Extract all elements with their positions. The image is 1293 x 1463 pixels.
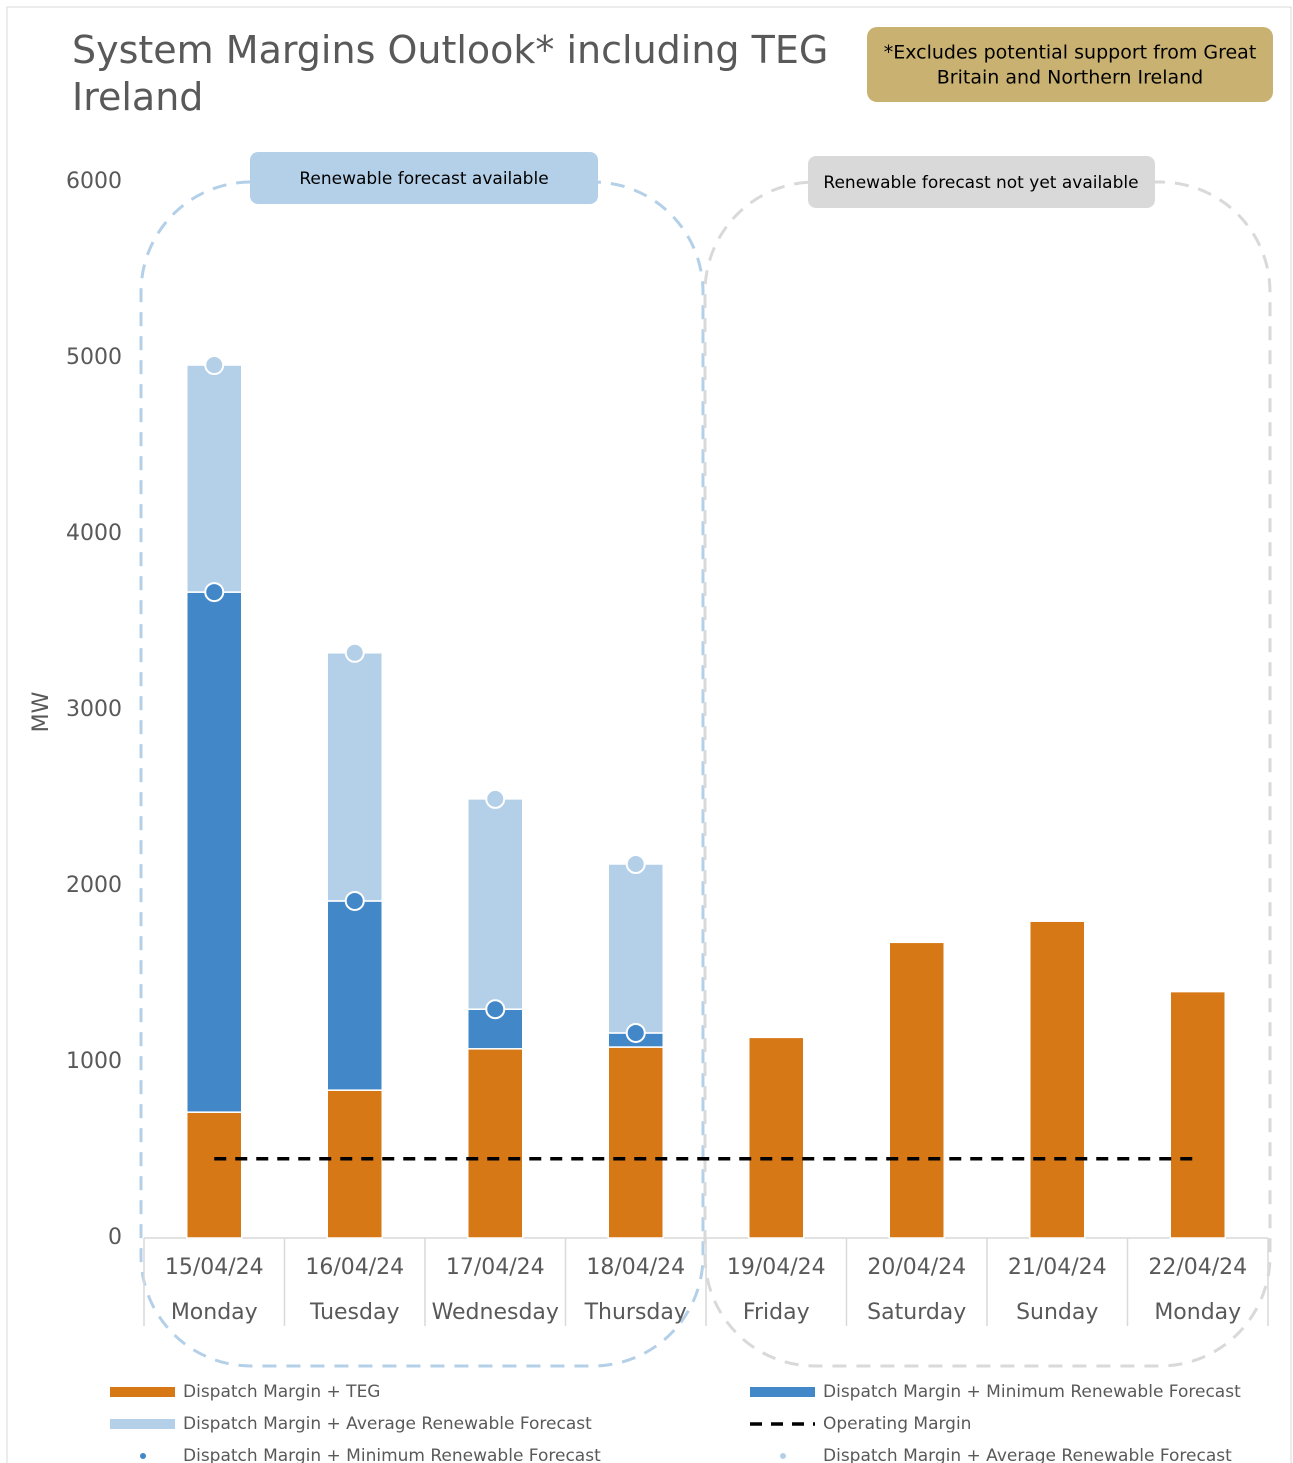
bar-segment (888, 941, 945, 1239)
marker (625, 854, 646, 874)
x-tick-label: Tuesday (309, 1300, 400, 1325)
bar-segment (186, 1111, 243, 1239)
bar-segment (467, 798, 524, 1010)
x-tick-label: 16/04/24 (305, 1255, 404, 1280)
legend-swatch (110, 1419, 175, 1429)
annotation-box (808, 156, 1155, 208)
legend-swatch (780, 1453, 786, 1459)
legend-swatch (110, 1387, 175, 1397)
bar-segment (326, 652, 383, 902)
marker (485, 999, 506, 1020)
y-tick-label: 1000 (66, 1049, 122, 1074)
bar-segment (326, 900, 383, 1091)
chart-title: System Margins Outlook* including TEG Ire… (72, 28, 828, 119)
y-tick-label: 5000 (66, 345, 122, 370)
legend-swatch (140, 1453, 146, 1459)
x-tick-label: 17/04/24 (446, 1255, 545, 1280)
frame (6, 6, 1292, 1463)
x-tick-label: 22/04/24 (1148, 1255, 1247, 1280)
x-tick-label: Friday (743, 1300, 810, 1325)
x-tick-label: Saturday (867, 1300, 966, 1325)
bar-segment (607, 1046, 664, 1239)
bar-segment (326, 1089, 383, 1239)
x-tick-label: Thursday (584, 1300, 687, 1325)
annotation-box (250, 152, 598, 204)
x-tick-label: 21/04/24 (1008, 1255, 1107, 1280)
x-tick-label: 20/04/24 (867, 1255, 966, 1280)
x-tick-label: 15/04/24 (165, 1255, 264, 1280)
annotation: Renewable forecast available (299, 169, 548, 189)
x-tick-label: Wednesday (432, 1300, 559, 1325)
y-axis-label: MW (29, 691, 54, 732)
bar-segment (186, 591, 243, 1113)
legend-label: Dispatch Margin + Average Renewable Fore… (183, 1414, 592, 1434)
x-tick-label: Monday (1154, 1300, 1241, 1325)
marker (204, 355, 225, 376)
x-tick-label: Sunday (1016, 1300, 1098, 1325)
note: *Excludes potential support from Great Br… (884, 41, 1257, 88)
y-tick-label: 2000 (66, 873, 122, 898)
marker (625, 1022, 646, 1043)
bar-segment (1169, 990, 1226, 1239)
marker (344, 642, 365, 663)
legend-swatch (750, 1387, 815, 1397)
legend-label: Operating Margin (823, 1414, 971, 1434)
bar-segment (467, 1048, 524, 1239)
y-tick-label: 4000 (66, 521, 122, 546)
marker (485, 788, 506, 809)
y-tick-label: 3000 (66, 697, 122, 722)
x-tick-label: Monday (171, 1300, 258, 1325)
bar-segment (748, 1036, 805, 1239)
x-tick-label: 18/04/24 (586, 1255, 685, 1280)
bar-segment (186, 364, 243, 593)
x-tick-label: 19/04/24 (727, 1255, 826, 1280)
y-tick-label: 0 (108, 1225, 122, 1250)
note-box (867, 27, 1273, 102)
bar-segment (607, 863, 664, 1034)
y-tick-label: 6000 (66, 169, 122, 194)
bar-segment (1029, 920, 1086, 1239)
legend-label: Dispatch Margin + Minimum Renewable Fore… (183, 1446, 601, 1463)
marker (204, 582, 225, 603)
legend-label: Dispatch Margin + Minimum Renewable Fore… (823, 1382, 1241, 1402)
marker (344, 890, 365, 911)
legend-label: Dispatch Margin + Average Renewable Fore… (823, 1446, 1232, 1463)
legend-label: Dispatch Margin + TEG (183, 1382, 380, 1402)
annotation: Renewable forecast not yet available (823, 173, 1138, 193)
